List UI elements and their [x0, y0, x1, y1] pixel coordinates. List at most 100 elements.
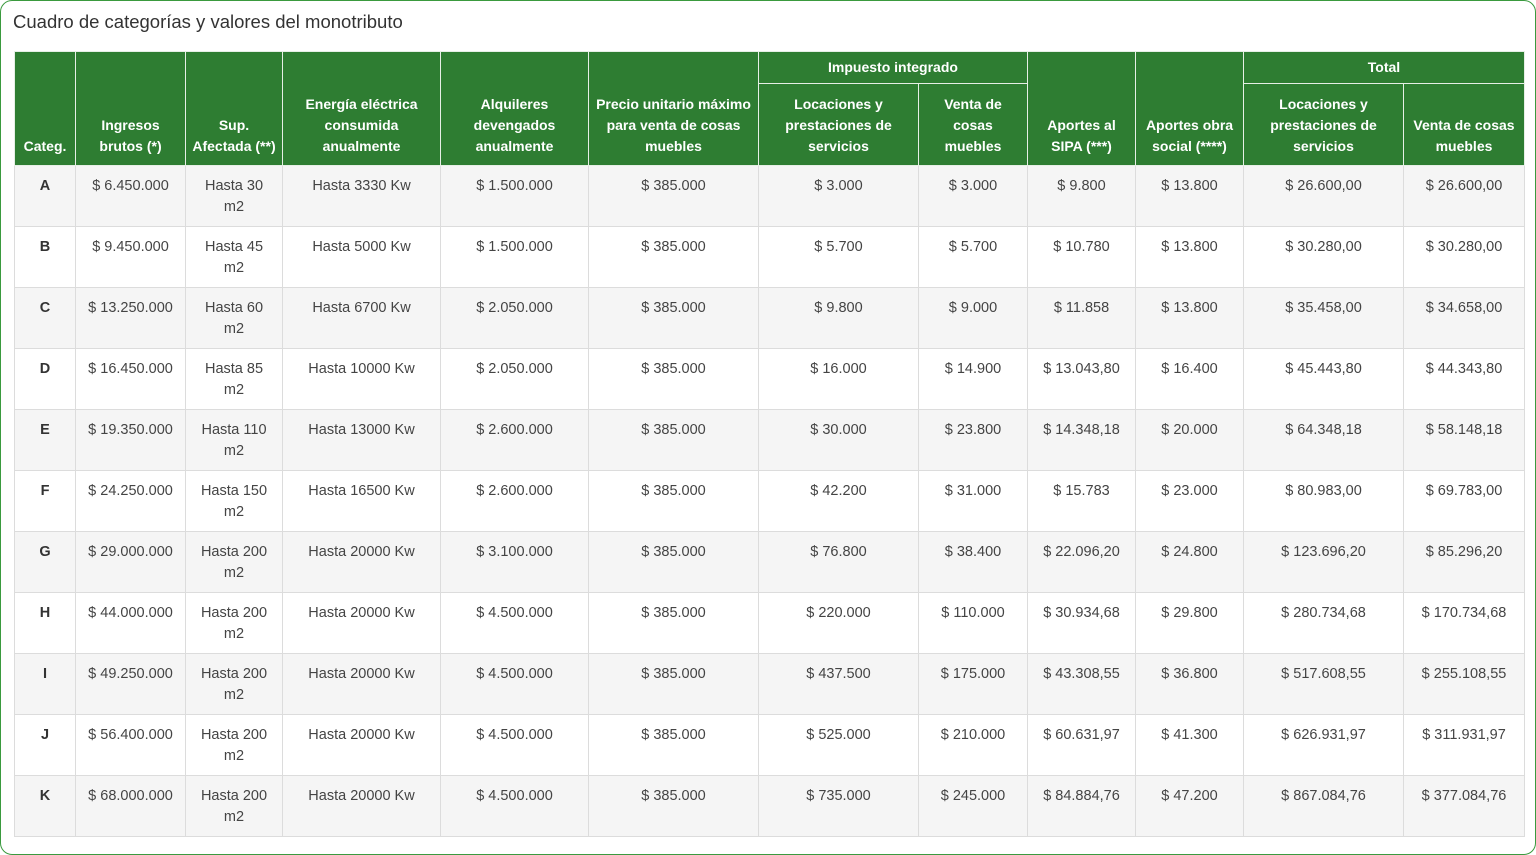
table-cell: $ 4.500.000	[440, 592, 589, 654]
table-cell: $ 80.983,00	[1243, 470, 1404, 532]
table-cell: $ 23.000	[1135, 470, 1244, 532]
table-row: G $ 29.000.000 Hasta 200 m2 Hasta 20000 Kw $…	[14, 531, 1525, 593]
table-cell: $ 14.900	[918, 348, 1028, 410]
header-cell: Sup. Afectada (**)	[185, 51, 283, 166]
table-cell: Hasta 10000 Kw	[282, 348, 441, 410]
table-cell: $ 385.000	[588, 226, 759, 288]
table-cell: Hasta 200 m2	[185, 653, 283, 715]
table-cell: $ 15.783	[1027, 470, 1136, 532]
table-cell: $ 11.858	[1027, 287, 1136, 349]
table-row: B $ 9.450.000 Hasta 45 m2 Hasta 5000 Kw $ 1.…	[14, 226, 1525, 288]
table-cell: Hasta 20000 Kw	[282, 714, 441, 776]
category-cell: G	[14, 531, 76, 593]
table-header: Categ. Ingresos brutos (*) Sup. Afectada (…	[14, 51, 1525, 166]
table-row: D $ 16.450.000 Hasta 85 m2 Hasta 10000 Kw $ …	[14, 348, 1525, 410]
table-cell: $ 1.500.000	[440, 226, 589, 288]
header-cell: Ingresos brutos (*)	[75, 51, 186, 166]
table-cell: $ 13.800	[1135, 287, 1244, 349]
table-cell: $ 1.500.000	[440, 165, 589, 227]
table-cell: $ 9.800	[758, 287, 919, 349]
table-cell: $ 385.000	[588, 775, 759, 837]
table-cell: $ 2.050.000	[440, 348, 589, 410]
table-cell: $ 35.458,00	[1243, 287, 1404, 349]
table-cell: $ 385.000	[588, 531, 759, 593]
table-cell: Hasta 85 m2	[185, 348, 283, 410]
table-cell: Hasta 110 m2	[185, 409, 283, 471]
header-cell: Aportes al SIPA (***)	[1027, 51, 1136, 166]
category-cell: H	[14, 592, 76, 654]
table-cell: $ 517.608,55	[1243, 653, 1404, 715]
header-subcell: Venta de cosas muebles	[1403, 83, 1525, 166]
table-cell: $ 110.000	[918, 592, 1028, 654]
table-cell: $ 13.043,80	[1027, 348, 1136, 410]
table-row: A $ 6.450.000 Hasta 30 m2 Hasta 3330 Kw $ 1.…	[14, 165, 1525, 227]
table-cell: $ 9.800	[1027, 165, 1136, 227]
table-cell: $ 60.631,97	[1027, 714, 1136, 776]
table-cell: $ 13.800	[1135, 226, 1244, 288]
table-cell: $ 47.200	[1135, 775, 1244, 837]
table-cell: $ 311.931,97	[1403, 714, 1525, 776]
table-cell: $ 437.500	[758, 653, 919, 715]
table-cell: $ 385.000	[588, 165, 759, 227]
table-cell: $ 29.800	[1135, 592, 1244, 654]
table-cell: $ 45.443,80	[1243, 348, 1404, 410]
table-row: H $ 44.000.000 Hasta 200 m2 Hasta 20000 Kw $…	[14, 592, 1525, 654]
table-cell: Hasta 150 m2	[185, 470, 283, 532]
header-subcell: Venta de cosas muebles	[918, 83, 1028, 166]
category-cell: K	[14, 775, 76, 837]
table-cell: $ 10.780	[1027, 226, 1136, 288]
table-cell: $ 29.000.000	[75, 531, 186, 593]
table-cell: Hasta 20000 Kw	[282, 531, 441, 593]
table-cell: $ 5.700	[758, 226, 919, 288]
table-cell: $ 36.800	[1135, 653, 1244, 715]
header-cell: Aportes obra social (****)	[1135, 51, 1244, 166]
header-cell: Categ.	[14, 51, 76, 166]
table-cell: $ 41.300	[1135, 714, 1244, 776]
table-cell: $ 26.600,00	[1243, 165, 1404, 227]
table-cell: $ 31.000	[918, 470, 1028, 532]
table-cell: Hasta 200 m2	[185, 592, 283, 654]
table-cell: $ 30.934,68	[1027, 592, 1136, 654]
header-cell: Alquileres devengados anualmente	[440, 51, 589, 166]
table-cell: $ 16.400	[1135, 348, 1244, 410]
table-cell: $ 3.100.000	[440, 531, 589, 593]
table-cell: $ 385.000	[588, 287, 759, 349]
table-cell: $ 13.800	[1135, 165, 1244, 227]
header-cell: Precio unitario máximo para venta de cos…	[588, 51, 759, 166]
table-cell: $ 9.450.000	[75, 226, 186, 288]
table-cell: $ 175.000	[918, 653, 1028, 715]
table-cell: $ 245.000	[918, 775, 1028, 837]
table-cell: $ 377.084,76	[1403, 775, 1525, 837]
table-cell: $ 385.000	[588, 409, 759, 471]
table-cell: $ 16.450.000	[75, 348, 186, 410]
table-cell: $ 44.343,80	[1403, 348, 1525, 410]
table-cell: $ 525.000	[758, 714, 919, 776]
monotributo-table: Categ. Ingresos brutos (*) Sup. Afectada (…	[14, 51, 1525, 837]
table-cell: $ 30.280,00	[1403, 226, 1525, 288]
table-cell: Hasta 6700 Kw	[282, 287, 441, 349]
table-cell: $ 49.250.000	[75, 653, 186, 715]
table-cell: $ 3.000	[758, 165, 919, 227]
table-cell: $ 16.000	[758, 348, 919, 410]
header-row: Categ. Ingresos brutos (*) Sup. Afectada (…	[14, 51, 1525, 166]
table-cell: $ 626.931,97	[1243, 714, 1404, 776]
table-cell: $ 58.148,18	[1403, 409, 1525, 471]
category-cell: E	[14, 409, 76, 471]
table-cell: $ 385.000	[588, 592, 759, 654]
table-cell: $ 22.096,20	[1027, 531, 1136, 593]
category-cell: D	[14, 348, 76, 410]
header-subcell: Locaciones y prestaciones de servicios	[1243, 83, 1404, 166]
table-cell: $ 23.800	[918, 409, 1028, 471]
table-cell: $ 385.000	[588, 714, 759, 776]
table-cell: $ 220.000	[758, 592, 919, 654]
table-cell: $ 30.000	[758, 409, 919, 471]
table-cell: $ 56.400.000	[75, 714, 186, 776]
table-cell: $ 24.800	[1135, 531, 1244, 593]
table-cell: Hasta 13000 Kw	[282, 409, 441, 471]
table-cell: $ 210.000	[918, 714, 1028, 776]
table-cell: Hasta 30 m2	[185, 165, 283, 227]
table-cell: $ 20.000	[1135, 409, 1244, 471]
table-cell: $ 26.600,00	[1403, 165, 1525, 227]
